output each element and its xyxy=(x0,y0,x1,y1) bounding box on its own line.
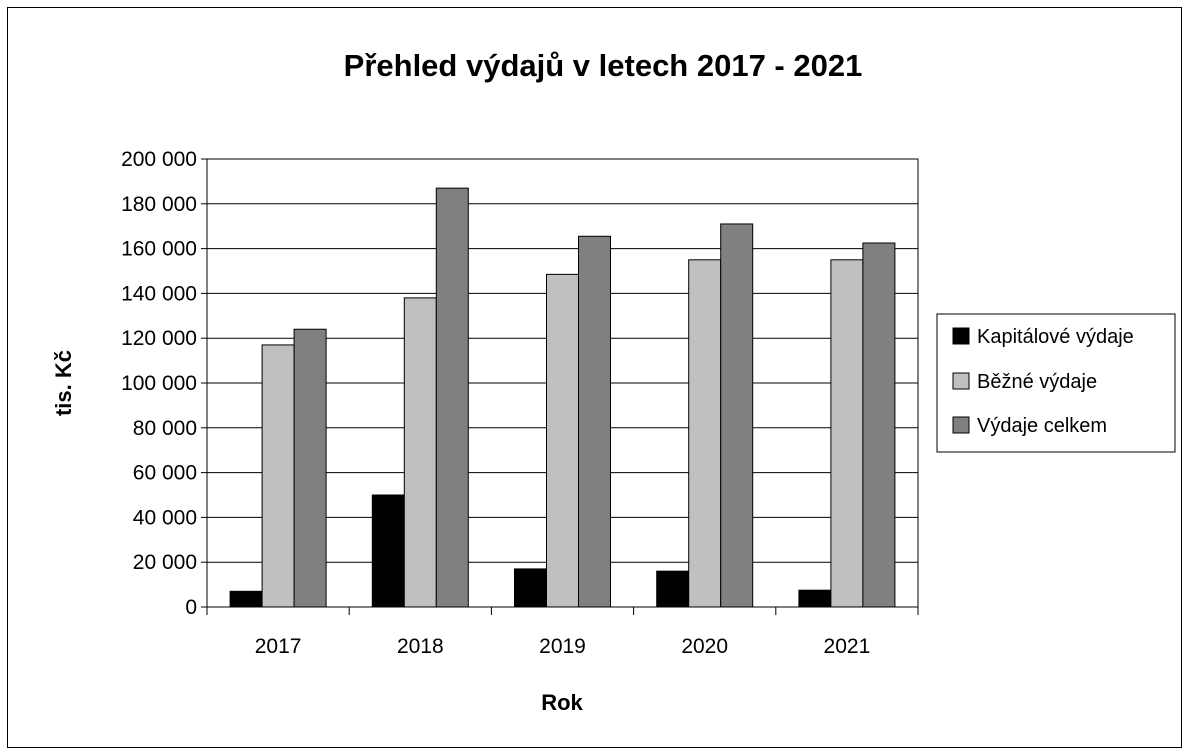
y-tick-label: 200 000 xyxy=(121,148,197,171)
x-tick-label: 2021 xyxy=(824,635,871,658)
bar-kapitálové-výdaje-2019 xyxy=(514,568,547,608)
y-tick-label: 0 xyxy=(185,596,197,619)
y-tick-label: 160 000 xyxy=(121,238,197,261)
chart-title: Přehled výdajů v letech 2017 - 2021 xyxy=(344,48,863,83)
y-tick-label: 20 000 xyxy=(133,551,197,574)
bar-výdaje-celkem-2021 xyxy=(862,242,896,608)
bar-běžné-výdaje-2018 xyxy=(403,297,437,608)
bar-výdaje-celkem-2018 xyxy=(435,187,469,608)
y-tick-label: 80 000 xyxy=(133,417,197,440)
bar-běžné-výdaje-2017 xyxy=(261,344,295,608)
legend-swatch xyxy=(952,372,970,390)
x-tick-label: 2020 xyxy=(681,635,728,658)
bars xyxy=(229,187,896,608)
bar-výdaje-celkem-2017 xyxy=(293,328,327,608)
x-tick-label: 2019 xyxy=(539,635,586,658)
y-tick-label: 40 000 xyxy=(133,506,197,529)
x-tick-label: 2017 xyxy=(255,635,302,658)
y-tick-label: 180 000 xyxy=(121,193,197,216)
bar-chart: Přehled výdajů v letech 2017 - 2021 0 20 … xyxy=(51,48,1176,715)
bar-výdaje-celkem-2019 xyxy=(578,235,611,608)
bar-kapitálové-výdaje-2017 xyxy=(229,590,263,608)
legend: Kapitálové výdaje Běžné výdaje Výdaje celk… xyxy=(936,313,1176,453)
y-axis-title: tis. Kč xyxy=(51,350,76,416)
legend-label: Běžné výdaje xyxy=(977,371,1097,393)
bar-kapitálové-výdaje-2020 xyxy=(656,570,690,608)
x-axis-title: Rok xyxy=(541,690,583,715)
y-tick-label: 60 000 xyxy=(133,462,197,485)
x-axis-ticks: 2017 2018 2019 2020 2021 xyxy=(206,607,919,658)
y-axis-ticks: 0 20 000 40 000 60 000 80 000 100 000 120 000 1… xyxy=(121,148,207,619)
legend-box xyxy=(936,313,1176,453)
y-tick-label: 100 000 xyxy=(121,372,197,395)
legend-swatch xyxy=(952,327,970,345)
chart-frame: Přehled výdajů v letech 2017 - 2021 0 20 … xyxy=(7,7,1182,748)
legend-label: Kapitálové výdaje xyxy=(977,326,1134,348)
bar-kapitálové-výdaje-2018 xyxy=(371,494,405,608)
legend-swatch xyxy=(952,416,970,434)
bar-běžné-výdaje-2019 xyxy=(546,273,579,608)
x-tick-label: 2018 xyxy=(397,635,444,658)
bar-kapitálové-výdaje-2021 xyxy=(798,589,832,608)
legend-label: Výdaje celkem xyxy=(977,415,1107,437)
y-tick-label: 140 000 xyxy=(121,282,197,305)
bar-běžné-výdaje-2020 xyxy=(688,259,722,608)
bar-výdaje-celkem-2020 xyxy=(720,223,754,608)
bar-běžné-výdaje-2021 xyxy=(830,259,864,608)
y-tick-label: 120 000 xyxy=(121,327,197,350)
